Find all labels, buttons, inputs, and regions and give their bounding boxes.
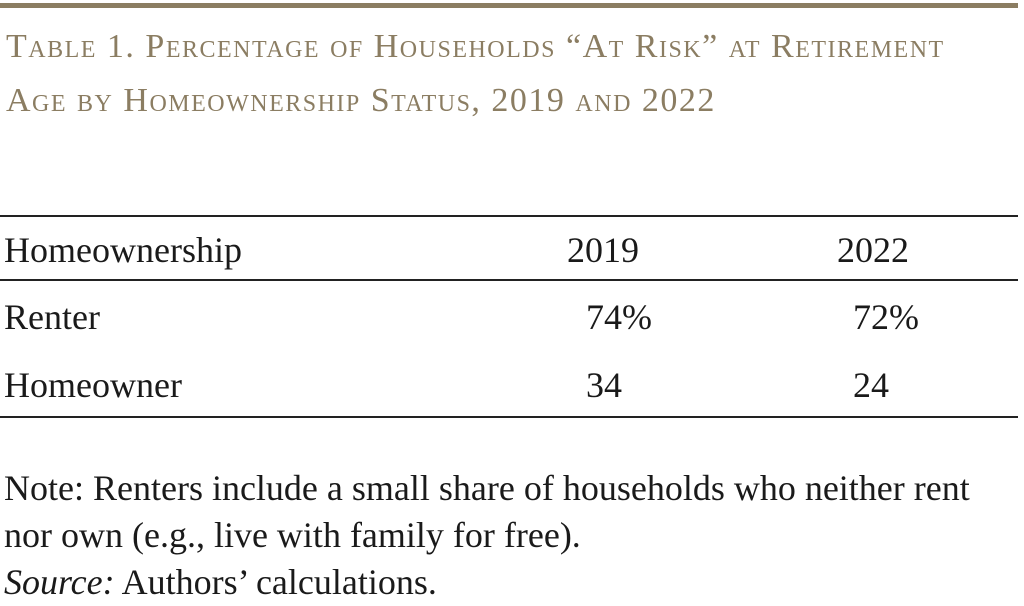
row-label-homeowner: Homeowner xyxy=(4,365,182,405)
source-label: Source: xyxy=(4,562,115,602)
table-top-rule xyxy=(0,215,1018,217)
cell-homeowner-2022: 24 xyxy=(853,365,889,405)
cell-renter-2022: 72% xyxy=(853,297,919,337)
column-header-2019: 2019 xyxy=(567,230,639,270)
cell-renter-2019: 74% xyxy=(586,297,652,337)
top-accent-rule xyxy=(0,3,1018,8)
note-text: Note: Renters include a small share of h… xyxy=(4,468,970,555)
source-text: Authors’ calculations. xyxy=(114,562,437,602)
column-header-homeownership: Homeownership xyxy=(4,230,242,270)
table-title: Table 1. Percentage of Households “At Ri… xyxy=(6,28,945,119)
source-line: Source: Authors’ calculations. xyxy=(4,559,1004,606)
column-header-2022: 2022 xyxy=(837,230,909,270)
cell-homeowner-2019: 34 xyxy=(586,365,622,405)
row-label-renter: Renter xyxy=(4,297,100,337)
table-bottom-rule xyxy=(0,416,1018,418)
header-rule xyxy=(0,279,1018,281)
table-notes: Note: Renters include a small share of h… xyxy=(4,465,1004,606)
